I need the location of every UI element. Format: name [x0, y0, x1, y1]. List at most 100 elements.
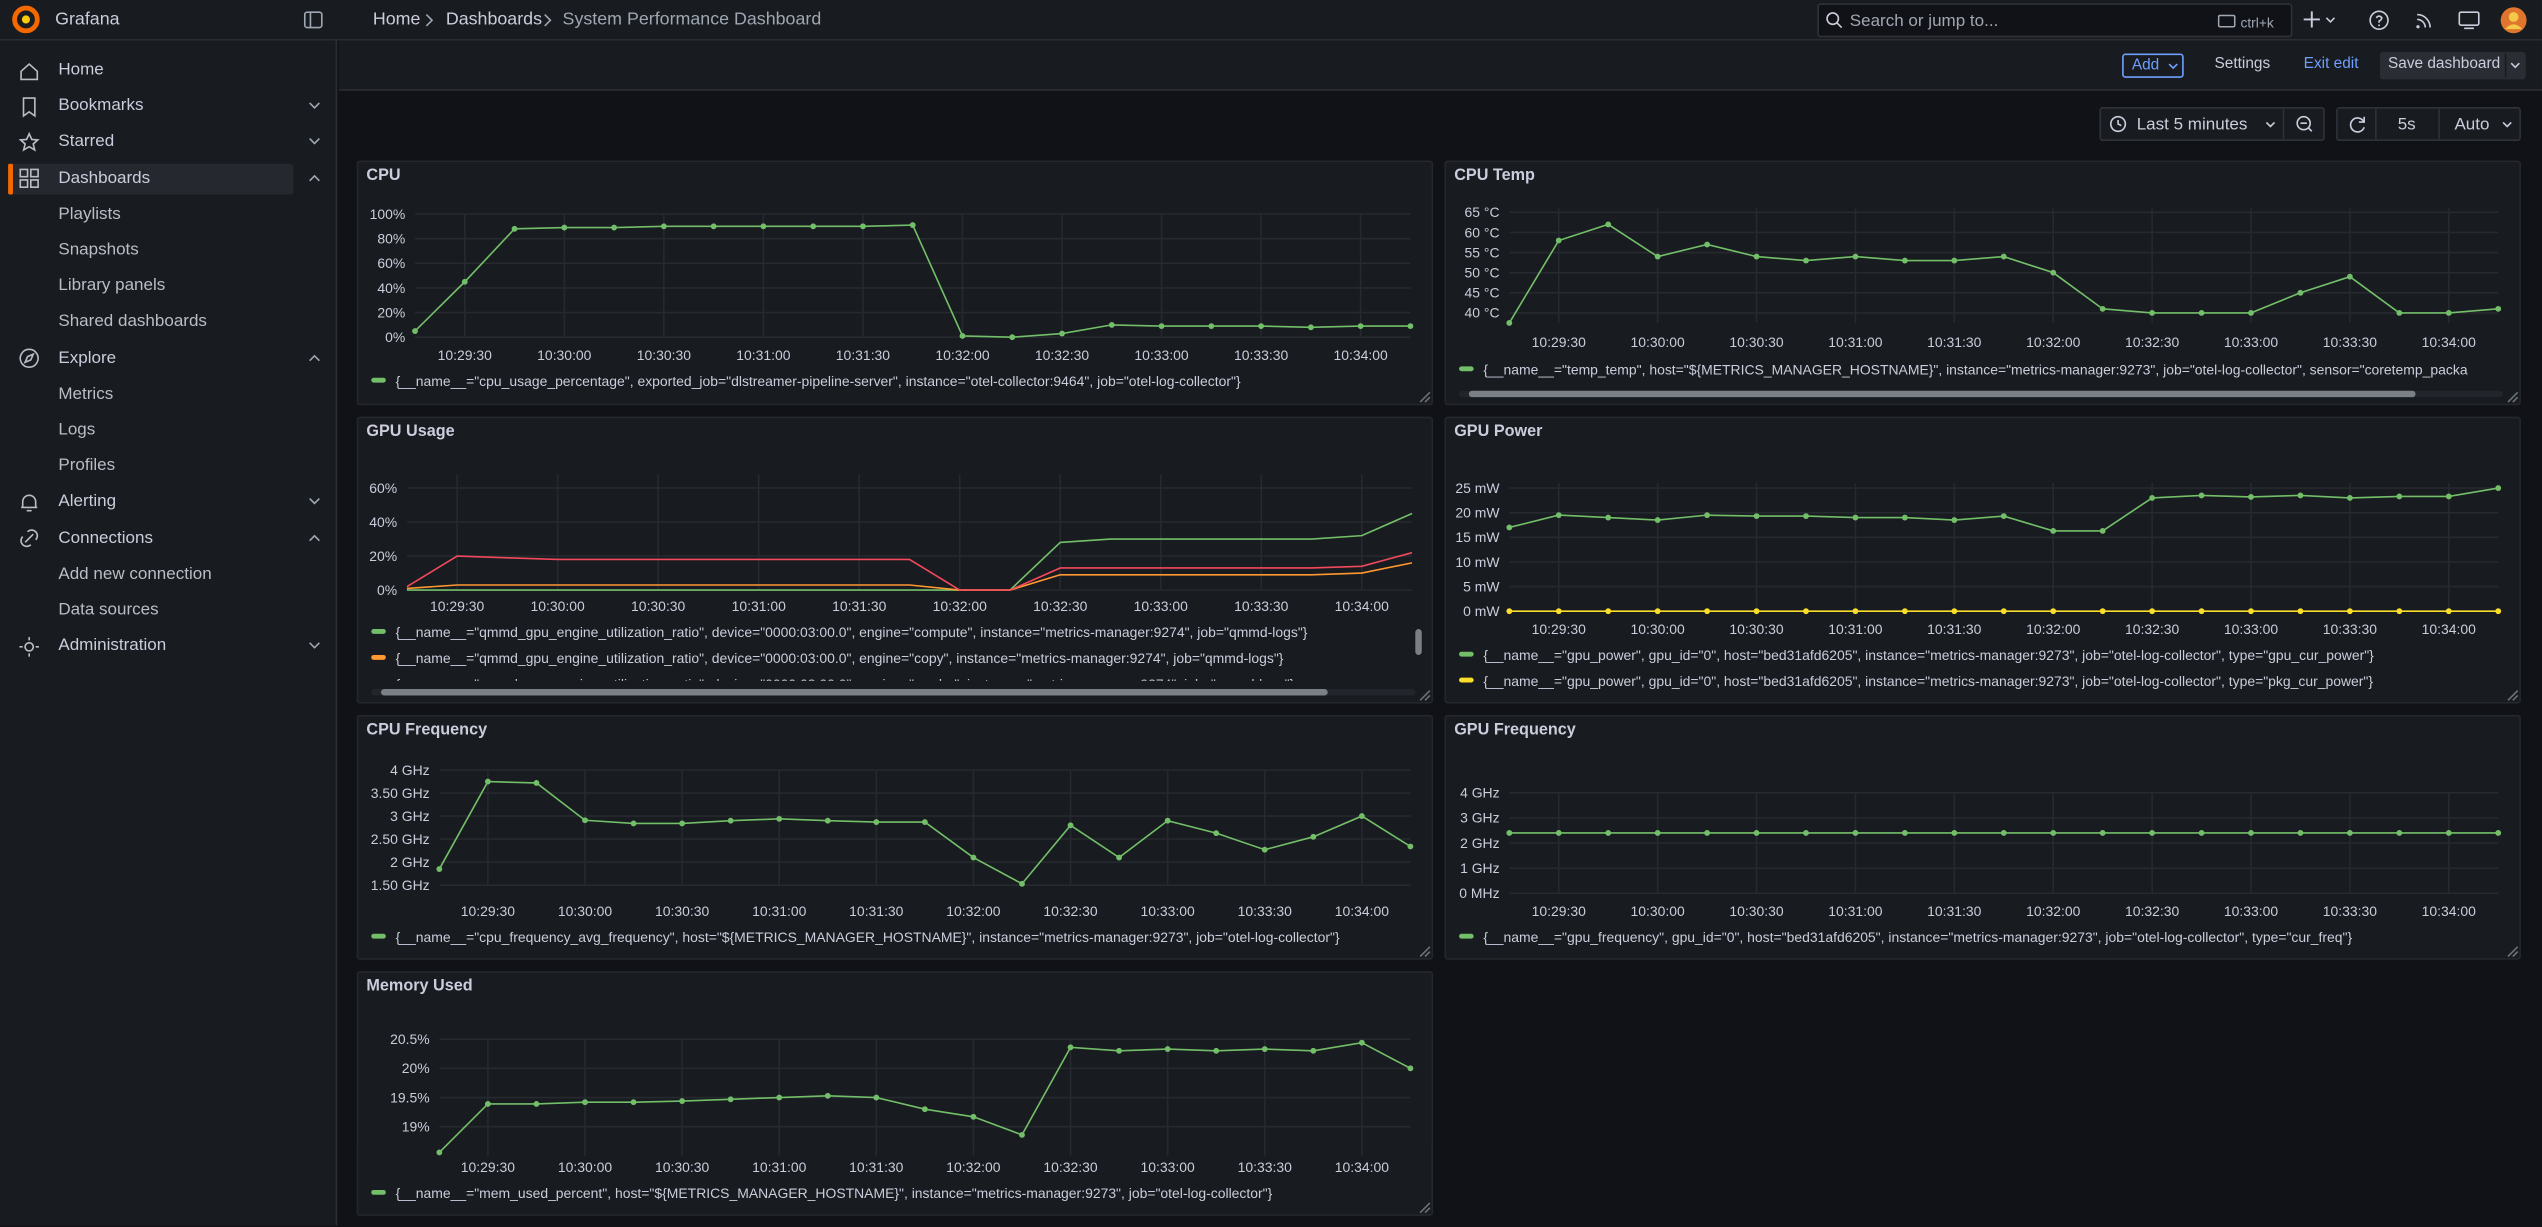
- resize-handle[interactable]: [1419, 945, 1432, 958]
- x-tick-label: 10:32:00: [2026, 334, 2081, 350]
- scrollbar-thumb[interactable]: [1468, 390, 2416, 398]
- legend-entry[interactable]: {__name__="mem_used_percent", host="${ME…: [370, 1180, 1421, 1206]
- scrollbar-thumb[interactable]: [1415, 629, 1422, 655]
- legend-label: {__name__="qmmd_gpu_engine_utilization_r…: [395, 624, 1308, 641]
- data-point: [2445, 830, 2452, 836]
- legend-entry[interactable]: {__name__="cpu_frequency_avg_frequency",…: [370, 924, 1421, 950]
- kiosk-icon[interactable]: [2458, 10, 2481, 31]
- nav-item[interactable]: Administration: [8, 631, 320, 662]
- nav-item[interactable]: Alerting: [8, 487, 320, 518]
- data-point: [2198, 492, 2205, 499]
- user-avatar[interactable]: [2500, 6, 2528, 34]
- grafana-logo[interactable]: [11, 5, 40, 34]
- data-point: [1407, 843, 1414, 850]
- legend-entry[interactable]: {__name__="qmmd_gpu_engine_utilization_r…: [370, 671, 1404, 681]
- data-point: [1951, 257, 1958, 264]
- data-point: [1158, 323, 1165, 330]
- x-tick-label: 10:33:30: [1234, 347, 1289, 363]
- legend-entry[interactable]: {__name__="temp_temp", host="${METRICS_M…: [1457, 357, 2508, 383]
- save-dashboard-button[interactable]: Save dashboard: [2379, 51, 2526, 80]
- chevron[interactable]: [308, 497, 321, 507]
- data-point: [909, 222, 916, 229]
- resize-handle[interactable]: [2506, 689, 2519, 702]
- chevron[interactable]: [308, 353, 321, 363]
- nav-item[interactable]: Explore: [8, 343, 320, 374]
- nav-subitem[interactable]: Profiles: [8, 451, 293, 482]
- y-tick-label: 20 mW: [1455, 505, 1500, 521]
- x-tick-label: 10:32:30: [2125, 334, 2180, 350]
- legend-entry[interactable]: {__name__="gpu_frequency", gpu_id="0", h…: [1457, 924, 2508, 950]
- y-tick-label: 20%: [377, 304, 405, 320]
- chevron[interactable]: [308, 641, 321, 651]
- nav-item[interactable]: Connections: [8, 523, 320, 554]
- data-point: [533, 1101, 540, 1107]
- data-point: [484, 1101, 491, 1107]
- nav-subitem[interactable]: Data sources: [8, 595, 293, 626]
- resize-handle[interactable]: [2506, 391, 2519, 404]
- scrollbar-thumb[interactable]: [380, 688, 1328, 696]
- refresh-mode[interactable]: Auto: [2454, 115, 2490, 135]
- nav-subitem[interactable]: Add new connection: [8, 559, 293, 590]
- breadcrumb-item[interactable]: Dashboards: [445, 9, 543, 30]
- x-tick-label: 10:31:00: [752, 1159, 807, 1175]
- y-tick-label: 2 GHz: [390, 854, 430, 870]
- nav-item[interactable]: Home: [8, 55, 293, 86]
- data-point: [2445, 493, 2452, 500]
- nav-subitem[interactable]: Logs: [8, 415, 293, 446]
- chevron[interactable]: [308, 533, 321, 543]
- nav-subitem[interactable]: Library panels: [8, 271, 293, 302]
- chevron[interactable]: [308, 137, 321, 147]
- resize-lines: [1419, 391, 1431, 403]
- nav-subitem[interactable]: Playlists: [8, 199, 293, 230]
- nav-icon: [21, 494, 38, 512]
- legend-entry[interactable]: {__name__="gpu_power", gpu_id="0", host=…: [1457, 642, 2508, 668]
- legend-label: {__name__="gpu_power", gpu_id="0", host=…: [1483, 672, 2374, 689]
- legend: {__name__="temp_temp", host="${METRICS_M…: [1457, 357, 2508, 383]
- new-menu[interactable]: [2302, 8, 2341, 31]
- legend-entry[interactable]: {__name__="qmmd_gpu_engine_utilization_r…: [370, 645, 1404, 671]
- chart: 40 °C 45 °C 50 °C 55 °C 60 °C 65 °C 10:29:30 10…: [1465, 204, 2502, 350]
- resize-handle[interactable]: [2506, 945, 2519, 958]
- resize-handle[interactable]: [1419, 689, 1432, 702]
- time-picker[interactable]: Last 5 minutes: [2099, 106, 2325, 142]
- news-icon[interactable]: [2414, 10, 2435, 31]
- chart: 0 mW 5 mW 10 mW 15 mW 20 mW 25 mW 10:29:30 10:3…: [1455, 480, 2502, 637]
- exit-edit-button[interactable]: Exit edit: [2303, 55, 2359, 73]
- x-tick-label: 10:33:00: [1134, 598, 1189, 614]
- data-point: [760, 223, 767, 230]
- search-box[interactable]: Search or jump to... ctrl+k: [1817, 3, 2293, 38]
- save-menu[interactable]: [2504, 53, 2524, 78]
- legend-entry[interactable]: {__name__="gpu_power", gpu_id="0", host=…: [1457, 668, 2508, 694]
- refresh-picker[interactable]: 5s Auto: [2336, 106, 2521, 142]
- nav-subitem[interactable]: Snapshots: [8, 235, 293, 266]
- chevron[interactable]: [308, 173, 321, 183]
- chevron[interactable]: [308, 101, 321, 111]
- zoom-out[interactable]: [2282, 108, 2325, 140]
- nav-subitem[interactable]: Shared dashboards: [8, 307, 293, 338]
- nav-label: Starred: [58, 131, 115, 152]
- dock-menu-icon[interactable]: [303, 10, 324, 31]
- resize-handle[interactable]: [1419, 1201, 1432, 1214]
- refresh-icon[interactable]: [2347, 115, 2366, 134]
- help-icon[interactable]: [2369, 10, 2390, 31]
- nav-item[interactable]: Starred: [8, 127, 320, 158]
- data-point: [921, 819, 928, 826]
- panel-title: GPU Power: [1454, 423, 1543, 441]
- nav-item[interactable]: Dashboards: [8, 163, 320, 194]
- panel: GPU Power 0 mW 5 mW 10 mW 15 mW 20 mW 25 mW 10:…: [1444, 416, 2521, 704]
- x-tick-label: 10:31:00: [752, 903, 807, 919]
- data-point: [1753, 608, 1760, 615]
- nav-subitem[interactable]: Metrics: [8, 379, 293, 410]
- data-point: [2000, 608, 2007, 615]
- nav-item[interactable]: Bookmarks: [8, 91, 320, 122]
- data-point: [1951, 830, 1958, 836]
- breadcrumb-item[interactable]: Home: [372, 9, 421, 30]
- legend-entry[interactable]: {__name__="cpu_usage_percentage", export…: [370, 368, 1421, 394]
- resize-handle[interactable]: [1419, 391, 1432, 404]
- data-point: [582, 1099, 588, 1106]
- data-point: [1059, 330, 1065, 337]
- legend-entry[interactable]: {__name__="qmmd_gpu_engine_utilization_r…: [370, 619, 1404, 645]
- y-tick-label: 20%: [369, 548, 397, 564]
- add-button[interactable]: Add: [2122, 53, 2184, 78]
- settings-button[interactable]: Settings: [2214, 55, 2271, 73]
